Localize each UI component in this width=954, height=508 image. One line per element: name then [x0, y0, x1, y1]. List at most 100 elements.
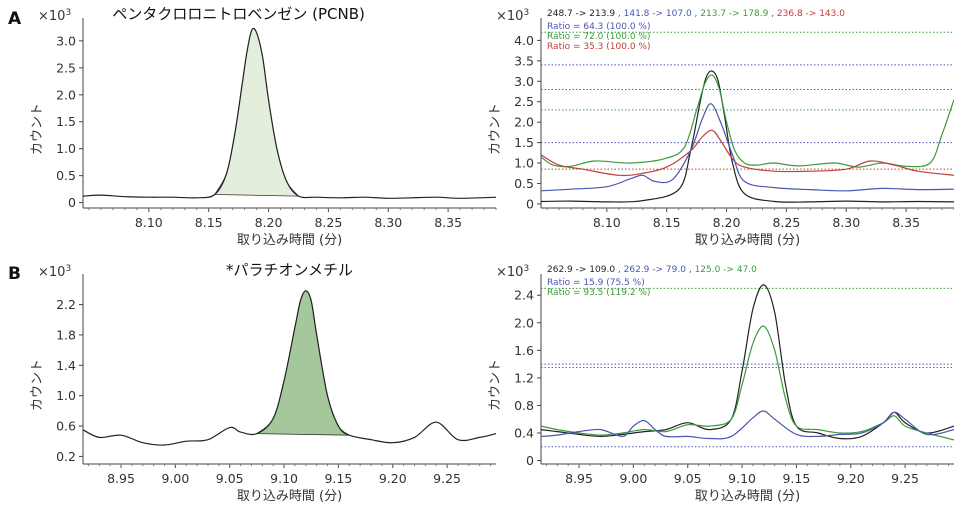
y-tick-label: 2.5	[56, 60, 76, 75]
x-tick-label: 9.05	[674, 471, 702, 486]
ratio-label: Ratio = 35.3 (100.0 %)	[547, 42, 650, 52]
chart-b-right: 0 0.4 0.8 1.2 1.6 2.0 2.4 8.95 9.00 9.05 9.10 9.15 9…	[488, 264, 954, 504]
y-tick-label: 2.2	[56, 297, 76, 312]
legend-separator: ,	[615, 9, 624, 19]
y-tick-label: 3.0	[56, 33, 76, 48]
panel-letter-a: A	[8, 9, 22, 29]
x-tick-label: 9.00	[161, 471, 189, 486]
y-tick-label: 0.8	[514, 398, 534, 413]
transition-legend: 248.7 -> 213.9 , 141.8 -> 107.0 , 213.7 …	[547, 9, 845, 19]
chart-a-left: 0 0.5 1.0 1.5 2.0 2.5 3.0 8.10 8.15 8.20 8.25 8.30 8…	[30, 5, 497, 248]
y-multiplier-exponent: 3	[523, 264, 529, 274]
y-tick-label: 1.4	[56, 358, 76, 373]
y-axis-label: カウント	[488, 359, 503, 411]
x-tick-label: 8.10	[135, 215, 163, 230]
x-tick-label: 9.25	[433, 471, 461, 486]
x-tick-label: 8.25	[772, 215, 800, 230]
series-line-black	[82, 27, 497, 199]
legend-separator: ,	[768, 9, 777, 19]
x-tick-label: 8.35	[434, 215, 462, 230]
x-axis-label: 取り込み時間 (分)	[237, 233, 342, 248]
y-tick-label: 0.4	[514, 426, 534, 441]
y-multiplier-exponent: 3	[523, 8, 529, 18]
chart-title: *パラチオンメチル	[226, 261, 353, 279]
y-tick-label: 0.6	[56, 419, 76, 434]
y-tick-label: 1.0	[56, 141, 76, 156]
y-tick-label: 3.0	[514, 74, 534, 89]
y-tick-label: 0.2	[56, 449, 76, 464]
y-axis-label: カウント	[488, 103, 503, 155]
y-tick-label: 2.0	[56, 87, 76, 102]
y-tick-label: 3.5	[514, 53, 534, 68]
x-tick-label: 9.05	[216, 471, 244, 486]
series-line-black	[82, 290, 497, 446]
series-line-green	[540, 74, 954, 168]
x-tick-label: 8.15	[653, 215, 681, 230]
y-tick-label: 1.5	[56, 114, 76, 129]
y-tick-label: 4.0	[514, 33, 534, 48]
series-line-black	[540, 70, 954, 203]
x-tick-label: 9.15	[782, 471, 810, 486]
y-tick-label: 0.5	[514, 176, 534, 191]
y-tick-label: 1.0	[56, 388, 76, 403]
y-tick-label: 2.4	[514, 288, 534, 303]
y-axis-label: カウント	[30, 103, 45, 155]
y-tick-label: 2.0	[514, 115, 534, 130]
legend-separator: ,	[686, 265, 695, 275]
y-tick-label: 0	[526, 453, 534, 468]
y-tick-label: 1.6	[514, 343, 534, 358]
chart-a-right: 0 0.5 1.0 1.5 2.0 2.5 3.0 3.5 4.0 8.10 8.15 8.20 8.2…	[488, 8, 954, 248]
y-tick-label: 0	[68, 195, 76, 210]
y-tick-label: 1.0	[514, 156, 534, 171]
x-axis-label: 取り込み時間 (分)	[237, 489, 342, 504]
x-tick-label: 9.15	[324, 471, 352, 486]
x-tick-label: 8.10	[593, 215, 621, 230]
x-tick-label: 8.35	[892, 215, 920, 230]
x-tick-label: 9.25	[891, 471, 919, 486]
transition-label: 141.8 -> 107.0	[624, 9, 692, 19]
y-tick-label: 1.5	[514, 135, 534, 150]
series-line-red	[540, 129, 954, 177]
x-tick-label: 8.95	[565, 471, 593, 486]
x-tick-label: 8.15	[195, 215, 223, 230]
x-tick-label: 8.20	[255, 215, 283, 230]
transition-legend: 262.9 -> 109.0 , 262.9 -> 79.0 , 125.0 -…	[547, 265, 757, 275]
y-multiplier: ×103	[38, 8, 71, 24]
x-tick-label: 8.95	[107, 471, 135, 486]
legend-separator: ,	[615, 265, 624, 275]
ratio-label: Ratio = 93.5 (119.2 %)	[547, 288, 650, 298]
transition-label: 125.0 -> 47.0	[695, 265, 758, 275]
x-axis-label: 取り込み時間 (分)	[695, 489, 800, 504]
x-axis-label: 取り込み時間 (分)	[695, 233, 800, 248]
transition-label: 213.7 -> 178.9	[700, 9, 768, 19]
x-tick-label: 9.10	[270, 471, 298, 486]
y-tick-label: 1.2	[514, 370, 534, 385]
transition-label: 262.9 -> 109.0	[547, 265, 615, 275]
y-tick-label: 0.5	[56, 168, 76, 183]
x-tick-label: 9.20	[379, 471, 407, 486]
x-tick-label: 9.10	[728, 471, 756, 486]
y-multiplier: ×103	[38, 264, 71, 280]
transition-label: 248.7 -> 213.9	[547, 9, 615, 19]
ratio-label: Ratio = 72.0 (100.0 %)	[547, 32, 650, 42]
legend-separator: ,	[692, 9, 701, 19]
x-tick-label: 9.00	[619, 471, 647, 486]
x-tick-label: 8.25	[314, 215, 342, 230]
y-multiplier-exponent: 3	[65, 8, 71, 18]
series-line-blue	[540, 410, 954, 440]
y-tick-label: 1.8	[56, 327, 76, 342]
ratio-label: Ratio = 15.9 (75.5 %)	[547, 278, 645, 288]
x-tick-label: 8.20	[713, 215, 741, 230]
transition-label: 236.8 -> 143.0	[777, 9, 845, 19]
panel-letter-b: B	[8, 264, 21, 284]
chart-title: ペンタクロロニトロベンゼン (PCNB)	[112, 5, 365, 23]
x-tick-label: 9.20	[837, 471, 865, 486]
y-multiplier: ×103	[496, 8, 529, 24]
x-tick-label: 8.30	[832, 215, 860, 230]
x-tick-label: 8.30	[374, 215, 402, 230]
ratio-label: Ratio = 64.3 (100.0 %)	[547, 22, 650, 32]
integrated-peak-area	[255, 290, 351, 436]
y-axis-label: カウント	[30, 359, 45, 411]
series-line-blue	[540, 103, 954, 192]
